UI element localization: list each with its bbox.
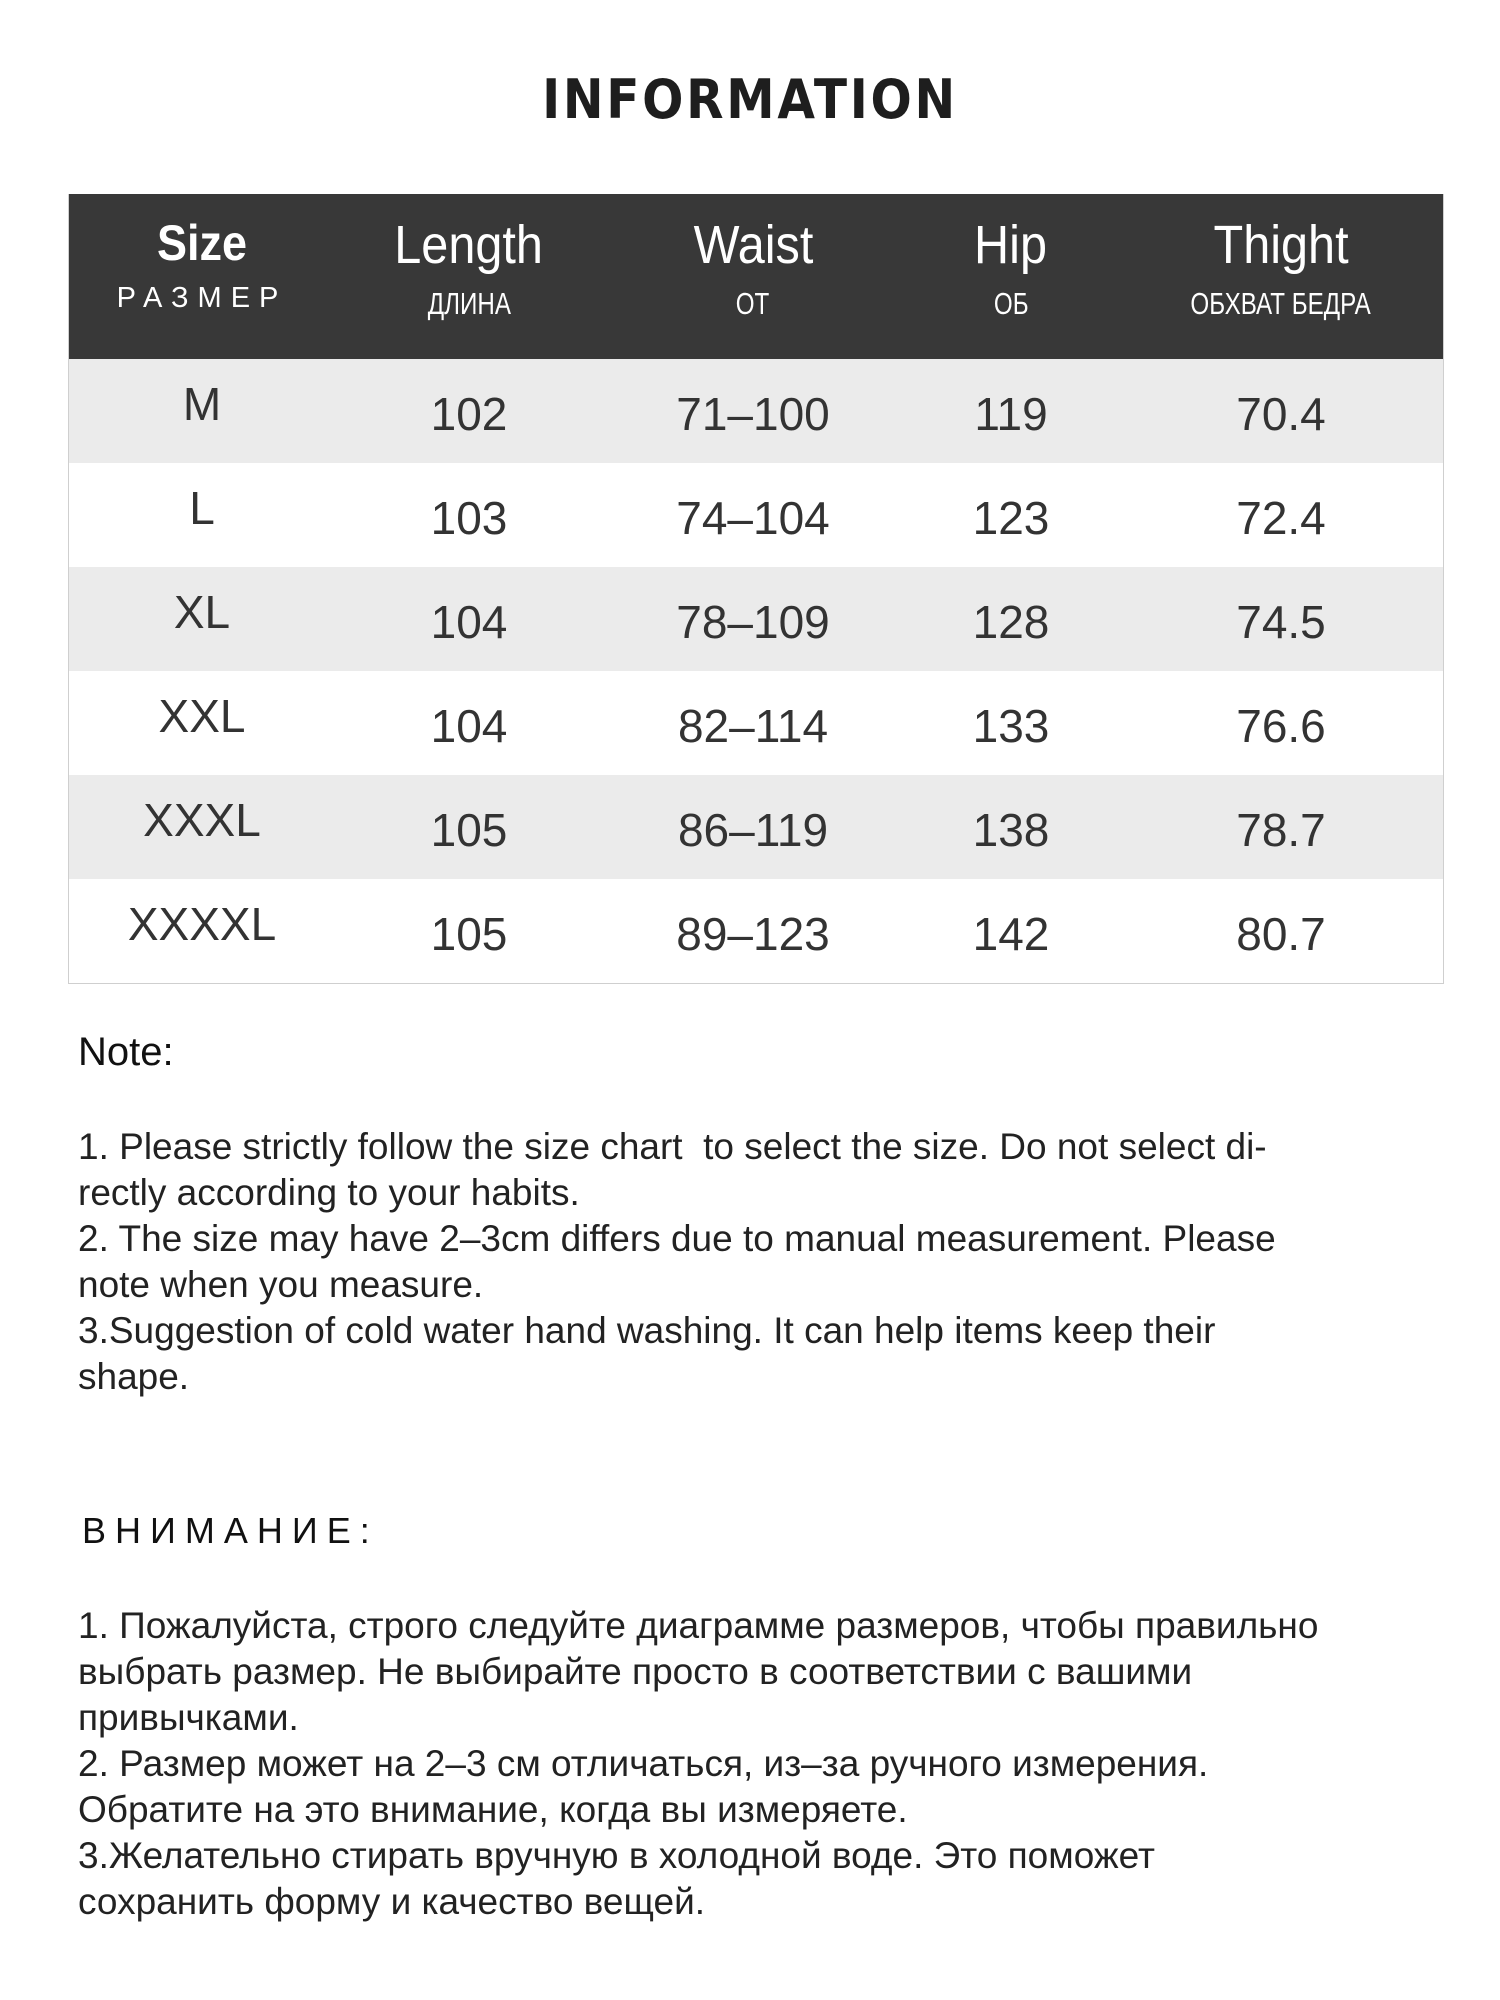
column-header-en: Length xyxy=(394,215,544,275)
table-row: XXL 104 82–114 133 76.6 xyxy=(69,671,1443,775)
column-header-ru: РАЗМЕР xyxy=(116,282,288,314)
note-line: 1. Please strictly follow the size chart… xyxy=(78,1126,1267,1167)
note-line: Обратите на это внимание, когда вы измер… xyxy=(78,1789,908,1830)
column-header-en: Hip xyxy=(974,215,1048,275)
table-row: XXXL 105 86–119 138 78.7 xyxy=(69,775,1443,879)
table-header: Size РАЗМЕР Length ДЛИНА Waist ОТ Hip ОБ Thight О… xyxy=(69,194,1443,359)
page-title: INFORMATION xyxy=(542,68,958,131)
column-header: Length ДЛИНА xyxy=(335,194,603,359)
table-cell: 74–104 xyxy=(676,492,830,544)
note-ru-heading: ВНИМАНИЕ: xyxy=(82,1510,379,1551)
table-cell: 119 xyxy=(974,388,1048,440)
table-cell: XXXL xyxy=(143,794,261,846)
table-cell: 74.5 xyxy=(1236,596,1326,648)
table-cell: XXL xyxy=(158,690,246,742)
table-cell: 105 xyxy=(430,908,508,960)
note-text: 1. Please strictly follow the size chart… xyxy=(78,1124,1276,1400)
column-header-ru: ДЛИНА xyxy=(427,286,511,321)
table-row: XXXXL 105 89–123 142 80.7 xyxy=(69,879,1443,983)
table-cell: 72.4 xyxy=(1236,492,1326,544)
note-line: привычками. xyxy=(78,1697,299,1738)
column-header-en: Thight xyxy=(1213,215,1349,275)
table-body: M 102 71–100 119 70.4 L 103 74–104 123 72.4 XL 104 7… xyxy=(69,359,1443,983)
table-cell: 104 xyxy=(430,700,508,752)
table-cell: 138 xyxy=(972,804,1050,856)
table-cell: 86–119 xyxy=(677,804,829,856)
note-heading: Note: xyxy=(78,1030,174,1074)
table-cell: 105 xyxy=(430,804,508,856)
table-cell: 102 xyxy=(430,388,508,440)
table-cell: L xyxy=(189,482,215,534)
column-header: Size РАЗМЕР xyxy=(69,194,335,359)
note-line: note when you measure. xyxy=(78,1264,484,1305)
column-header: Waist ОТ xyxy=(603,194,903,359)
table-cell: 78–109 xyxy=(676,596,830,648)
table-cell: 76.6 xyxy=(1236,700,1326,752)
table-cell: XXXXL xyxy=(127,898,277,950)
size-table: Size РАЗМЕР Length ДЛИНА Waist ОТ Hip ОБ Thight О… xyxy=(68,194,1444,984)
note-line: 2. The size may have 2–3cm differs due t… xyxy=(78,1218,1276,1259)
table-cell: M xyxy=(182,378,222,430)
table-cell: 128 xyxy=(972,596,1050,648)
table-cell: 89–123 xyxy=(676,908,830,960)
column-header-en: Size xyxy=(156,215,248,271)
table-cell: 70.4 xyxy=(1236,388,1326,440)
note-line: выбрать размер. Не выбирайте просто в со… xyxy=(78,1651,1193,1692)
note-line: 3.Желательно стирать вручную в холодной … xyxy=(78,1835,1155,1876)
column-header-en: Waist xyxy=(693,215,813,275)
note-line: 3.Suggestion of cold water hand washing.… xyxy=(78,1310,1216,1351)
table-cell: 71–100 xyxy=(676,388,830,440)
table-cell: 104 xyxy=(430,596,508,648)
table-cell: 133 xyxy=(972,700,1050,752)
note-line: shape. xyxy=(78,1356,190,1397)
table-cell: 103 xyxy=(430,492,508,544)
column-header-ru: ОБ xyxy=(993,286,1029,321)
table-cell: 78.7 xyxy=(1236,804,1326,856)
table-cell: 80.7 xyxy=(1236,908,1326,960)
note-line: 2. Размер может на 2–3 см отличаться, из… xyxy=(78,1743,1209,1784)
column-header: Thight ОБХВАТ БЕДРА xyxy=(1119,194,1443,359)
column-header: Hip ОБ xyxy=(903,194,1119,359)
table-cell: 142 xyxy=(972,908,1050,960)
note-line: сохранить форму и качество вещей. xyxy=(78,1881,706,1922)
table-row: XL 104 78–109 128 74.5 xyxy=(69,567,1443,671)
column-header-ru: ОТ xyxy=(736,286,770,321)
table-cell: 82–114 xyxy=(677,700,829,752)
note-line: 1. Пожалуйста, строго следуйте диаграмме… xyxy=(78,1605,1319,1646)
table-row: M 102 71–100 119 70.4 xyxy=(69,359,1443,463)
table-cell: 123 xyxy=(972,492,1050,544)
column-header-ru: ОБХВАТ БЕДРА xyxy=(1190,286,1372,321)
note-ru-text: 1. Пожалуйста, строго следуйте диаграмме… xyxy=(78,1603,1318,1925)
table-cell: XL xyxy=(173,586,231,638)
table-row: L 103 74–104 123 72.4 xyxy=(69,463,1443,567)
note-line: rectly according to your habits. xyxy=(78,1172,580,1213)
